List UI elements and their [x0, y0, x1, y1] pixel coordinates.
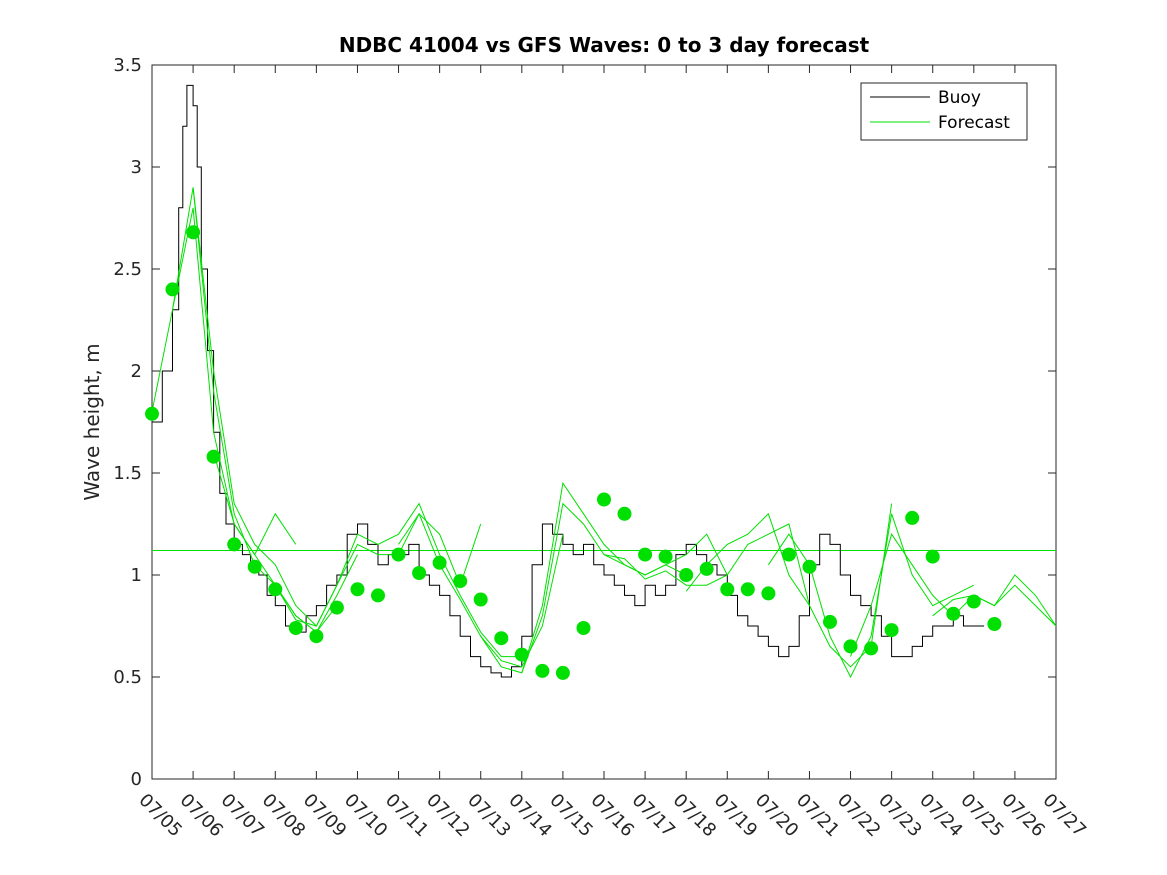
buoy-series-line: [152, 84, 985, 678]
y-tick-label-6: 3: [131, 157, 142, 178]
analysis-point-25: [658, 549, 673, 564]
analysis-point-16: [473, 592, 488, 607]
analysis-point-4: [227, 537, 242, 552]
analysis-point-2: [186, 225, 201, 240]
analysis-point-5: [247, 559, 262, 574]
chart-title: NDBC 41004 vs GFS Waves: 0 to 3 day fore…: [339, 33, 870, 57]
analysis-point-3: [206, 449, 221, 464]
y-tick-label-5: 2.5: [113, 259, 142, 280]
analysis-point-21: [576, 621, 591, 635]
analysis-point-22: [597, 492, 611, 507]
analysis-point-27: [699, 561, 714, 576]
y-tick-label-1: 0.5: [113, 667, 142, 688]
analysis-point-18: [514, 647, 529, 662]
legend-box: [860, 82, 1028, 141]
forecast-run-line-5: [315, 502, 522, 658]
analysis-point-32: [802, 559, 817, 574]
legend-buoy-label: Buoy: [938, 88, 981, 108]
analysis-point-37: [905, 510, 920, 525]
y-tick-label-3: 1.5: [113, 463, 142, 484]
analysis-point-12: [391, 547, 406, 562]
analysis-point-40: [966, 594, 981, 609]
analysis-point-23: [617, 506, 632, 521]
analysis-point-6: [268, 582, 283, 597]
analysis-point-7: [288, 621, 303, 635]
analysis-point-38: [925, 549, 940, 564]
analysis-point-29: [740, 582, 755, 597]
analysis-point-20: [555, 665, 570, 680]
y-axis: 0 0.5 1 1.5 2 2.5 3 3.5: [113, 55, 1056, 790]
analysis-point-11: [371, 588, 385, 603]
y-tick-label-0: 0: [131, 769, 142, 790]
forecast-run-line-9: [603, 523, 810, 606]
analysis-point-1: [165, 282, 180, 297]
analysis-point-35: [864, 641, 879, 656]
analysis-point-31: [781, 547, 796, 562]
analysis-point-33: [823, 614, 837, 629]
analysis-point-14: [432, 555, 447, 570]
analysis-point-28: [720, 582, 735, 597]
analysis-point-15: [453, 574, 468, 589]
plot-content: [145, 84, 1057, 680]
legend: Buoy Forecast: [860, 82, 1028, 141]
analysis-point-13: [412, 566, 427, 580]
plot-area: [151, 64, 1057, 780]
forecast-run-line-8: [521, 481, 728, 674]
y-tick-label-4: 2: [131, 361, 142, 382]
analysis-point-24: [638, 547, 653, 562]
y-tick-label-2: 1: [131, 565, 142, 586]
analysis-point-36: [884, 623, 899, 638]
y-tick-label-7: 3.5: [113, 55, 142, 76]
analysis-point-34: [843, 639, 858, 654]
analysis-point-26: [679, 568, 694, 582]
analysis-point-17: [494, 631, 509, 646]
forecast-run-line-4: [274, 512, 482, 627]
analysis-point-10: [350, 582, 365, 597]
legend-forecast-label: Forecast: [938, 113, 1010, 133]
analysis-point-8: [309, 629, 324, 644]
forecast-run-line-10: [685, 503, 893, 668]
forecast-run-line-13: [932, 574, 1057, 627]
analysis-point-0: [145, 406, 159, 421]
analysis-point-30: [761, 586, 776, 601]
analysis-point-41: [987, 617, 1002, 631]
analysis-point-39: [946, 606, 961, 621]
y-axis-label: Wave height, m: [80, 343, 104, 500]
analysis-point-9: [329, 600, 344, 615]
analysis-point-19: [535, 663, 550, 678]
